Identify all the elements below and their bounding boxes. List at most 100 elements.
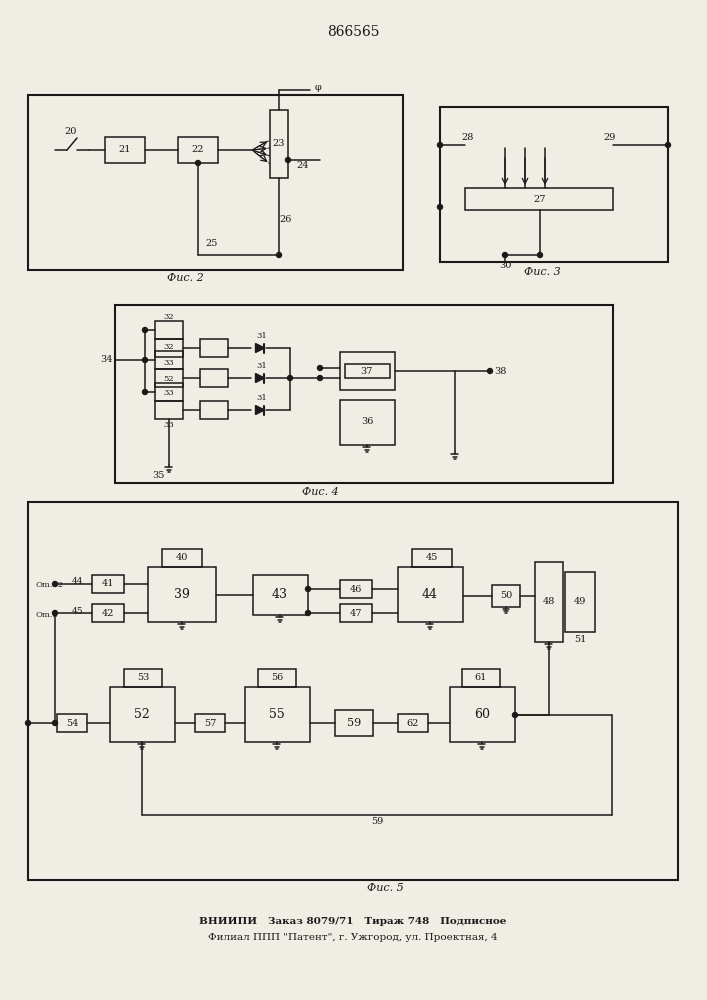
Polygon shape	[255, 406, 264, 414]
Bar	[398, 714, 428, 732]
Circle shape	[143, 358, 148, 362]
Bar	[57, 714, 87, 732]
Bar	[465, 188, 613, 210]
Bar	[110, 687, 175, 742]
Text: 48: 48	[543, 597, 555, 606]
Circle shape	[288, 375, 293, 380]
Text: 31: 31	[257, 362, 267, 370]
Text: 44: 44	[422, 588, 438, 601]
Circle shape	[488, 368, 493, 373]
Text: 44: 44	[72, 578, 83, 586]
Text: 32: 32	[164, 343, 175, 351]
Text: 56: 56	[271, 674, 283, 682]
Bar	[105, 137, 145, 163]
Circle shape	[25, 720, 30, 726]
Bar	[155, 321, 183, 339]
Bar	[155, 351, 183, 369]
Text: 47: 47	[350, 608, 362, 617]
Bar	[270, 110, 288, 178]
Bar	[450, 687, 515, 742]
Bar	[398, 567, 463, 622]
Text: 31: 31	[257, 394, 267, 402]
Circle shape	[438, 142, 443, 147]
Text: 20: 20	[65, 127, 77, 136]
Circle shape	[286, 157, 291, 162]
Text: 43: 43	[272, 588, 288, 601]
Circle shape	[305, 586, 310, 591]
Text: 34: 34	[101, 356, 113, 364]
Text: 31: 31	[257, 332, 267, 340]
Circle shape	[317, 365, 322, 370]
Text: Филиал ППП "Патент", г. Ужгород, ул. Проектная, 4: Филиал ППП "Патент", г. Ужгород, ул. Про…	[208, 934, 498, 942]
Circle shape	[305, 610, 310, 615]
Text: 55: 55	[269, 708, 285, 722]
Text: 49: 49	[574, 597, 586, 606]
Text: Фис. 4: Фис. 4	[302, 487, 339, 497]
Text: 28: 28	[462, 133, 474, 142]
Text: 41: 41	[102, 580, 115, 588]
Circle shape	[537, 252, 542, 257]
Bar	[28, 95, 403, 270]
Text: 61: 61	[475, 674, 487, 682]
Text: 38: 38	[493, 366, 506, 375]
Text: 25: 25	[206, 238, 218, 247]
Text: 35: 35	[152, 471, 164, 480]
Text: 33: 33	[163, 359, 175, 367]
Bar	[340, 604, 372, 622]
Bar	[200, 369, 228, 387]
Text: Фис. 3: Фис. 3	[524, 267, 561, 277]
Bar	[565, 572, 595, 632]
Bar	[155, 383, 183, 401]
Bar	[535, 562, 563, 642]
Text: 54: 54	[66, 718, 78, 728]
Bar	[258, 669, 296, 687]
Circle shape	[52, 582, 57, 586]
Bar	[195, 714, 225, 732]
Circle shape	[52, 720, 57, 726]
Bar	[124, 669, 162, 687]
Bar	[340, 400, 395, 445]
Text: 39: 39	[174, 588, 190, 601]
Text: 36: 36	[361, 418, 373, 426]
Circle shape	[438, 205, 443, 210]
Bar	[412, 549, 452, 567]
Bar	[115, 305, 613, 483]
Polygon shape	[255, 373, 264, 382]
Text: 50: 50	[500, 591, 512, 600]
Circle shape	[143, 389, 148, 394]
Circle shape	[276, 252, 281, 257]
Text: 60: 60	[474, 708, 490, 722]
Circle shape	[665, 142, 670, 147]
Text: 42: 42	[102, 608, 115, 617]
Text: 62: 62	[407, 718, 419, 728]
Text: Оm.8: Оm.8	[36, 611, 59, 619]
Text: φ: φ	[315, 83, 322, 92]
Text: Фис. 5: Фис. 5	[367, 883, 404, 893]
Text: 24: 24	[297, 161, 309, 170]
Bar	[92, 604, 124, 622]
Polygon shape	[255, 344, 264, 353]
Bar	[345, 364, 390, 378]
Bar	[155, 339, 183, 357]
Bar	[178, 137, 218, 163]
Bar	[155, 401, 183, 419]
Text: 23: 23	[273, 139, 285, 148]
Text: 27: 27	[534, 194, 547, 204]
Text: 33: 33	[163, 421, 175, 429]
Text: 45: 45	[426, 554, 438, 562]
Bar	[440, 107, 668, 262]
Text: 32: 32	[164, 313, 175, 321]
Text: 22: 22	[192, 145, 204, 154]
Bar	[200, 339, 228, 357]
Text: 59: 59	[347, 718, 361, 728]
Text: 30: 30	[499, 261, 511, 270]
Text: 57: 57	[204, 718, 216, 728]
Bar	[340, 580, 372, 598]
Bar	[155, 369, 183, 387]
Bar	[200, 401, 228, 419]
Text: 21: 21	[119, 145, 132, 154]
Bar	[162, 549, 202, 567]
Text: 52: 52	[134, 708, 150, 722]
Circle shape	[503, 252, 508, 257]
Circle shape	[317, 375, 322, 380]
